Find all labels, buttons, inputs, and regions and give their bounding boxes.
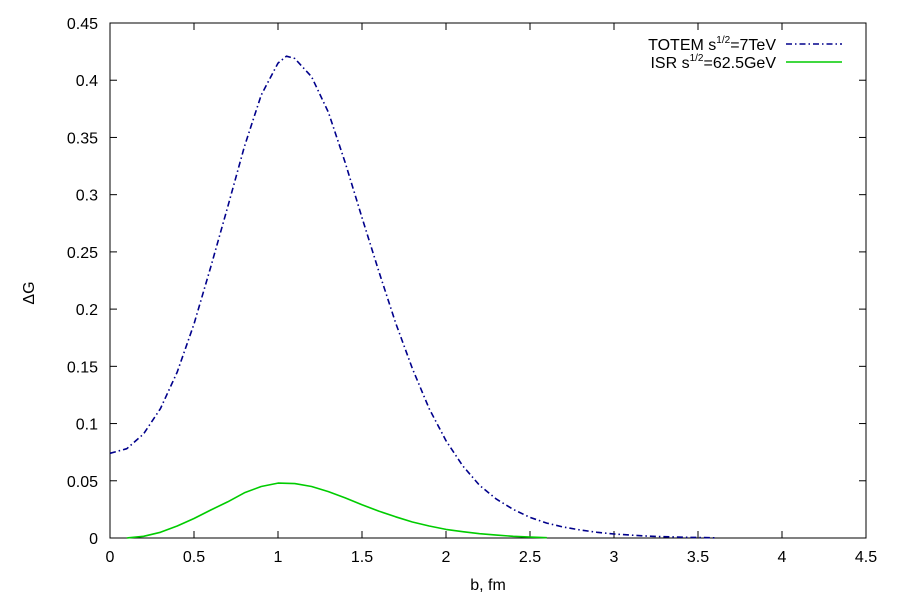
y-tick-label-2: 0.1 [76,417,98,434]
series-lines [109,55,715,539]
legend-label-totem-main: TOTEM s [648,37,716,54]
x-tick-label-1: 0.5 [183,549,205,566]
legend-label-isr-rest: =62.5GeV [704,55,777,72]
y-tick-label-4: 0.2 [76,302,98,319]
x-axis-label: b, fm [470,577,506,594]
x-tick-label-4: 2 [442,549,451,566]
plot-frame [109,22,867,539]
y-tick-label-3: 0.15 [67,359,98,376]
x-tick-label-8: 4 [778,549,787,566]
y-tick-label-5: 0.25 [67,245,98,262]
legend-label-totem-sup: 1/2 [716,35,730,46]
axis-tick-labels: 0 0.5 1 1.5 2 2.5 3 3.5 4 4.5 0 0.05 0.1 0.15 0.2 0.25 0… [67,16,877,566]
x-tick-label-9: 4.5 [855,549,877,566]
x-tick-label-6: 3 [610,549,619,566]
y-tick-label-6: 0.3 [76,188,98,205]
y-tick-label-1: 0.05 [67,474,98,491]
legend-label-isr-sup: 1/2 [690,53,704,64]
series-line-0 [109,55,715,539]
y-tick-label-8: 0.4 [76,73,98,90]
x-tick-label-3: 1.5 [351,549,373,566]
x-tick-label-2: 1 [274,549,283,566]
x-tick-label-7: 3.5 [687,549,709,566]
y-tick-label-7: 0.35 [67,130,98,147]
y-tick-label-0: 0 [89,531,98,548]
axis-ticks [109,22,867,539]
y-tick-label-9: 0.45 [67,16,98,33]
series-line-1 [126,482,547,539]
x-tick-label-5: 2.5 [519,549,541,566]
legend-label-isr-main: ISR s [650,55,689,72]
legend-entry-isr: ISR s1/2=62.5GeV [650,53,776,72]
legend: TOTEM s1/2=7TeV ISR s1/2=62.5GeV [648,35,842,72]
legend-label-totem-rest: =7TeV [730,37,776,54]
y-axis-label: ΔG [21,281,38,304]
x-tick-label-0: 0 [106,549,115,566]
legend-entry-totem: TOTEM s1/2=7TeV [648,35,776,54]
